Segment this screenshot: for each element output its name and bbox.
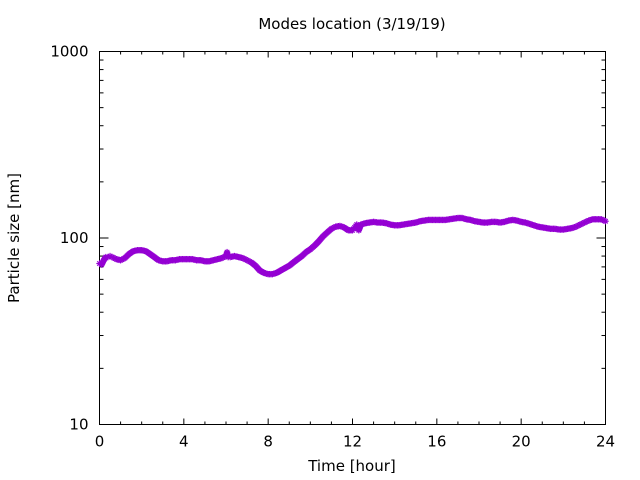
x-tick-label: 24: [596, 433, 615, 451]
y-axis: 10 100 1000: [50, 43, 606, 434]
x-tick-label: 12: [343, 433, 362, 451]
chart-title: Modes location (3/19/19): [258, 15, 445, 33]
y-axis-label: Particle size [nm]: [5, 173, 23, 303]
x-tick-label: 4: [179, 433, 189, 451]
plot-frame: [99, 51, 606, 425]
x-tick-label: 20: [512, 433, 531, 451]
y-axis-minor-ticks: [99, 59, 606, 369]
x-tick-label: 8: [263, 433, 273, 451]
y-tick-label: 10: [69, 416, 88, 434]
data-series: [96, 214, 609, 278]
x-axis-label: Time [hour]: [307, 457, 396, 475]
x-axis: 0 4 8 12 16 20 24: [95, 51, 615, 451]
y-tick-label: 1000: [50, 43, 88, 61]
data-point: [602, 218, 609, 225]
x-tick-label: 0: [95, 433, 105, 451]
y-tick-label: 100: [60, 229, 89, 247]
x-tick-label: 16: [427, 433, 446, 451]
